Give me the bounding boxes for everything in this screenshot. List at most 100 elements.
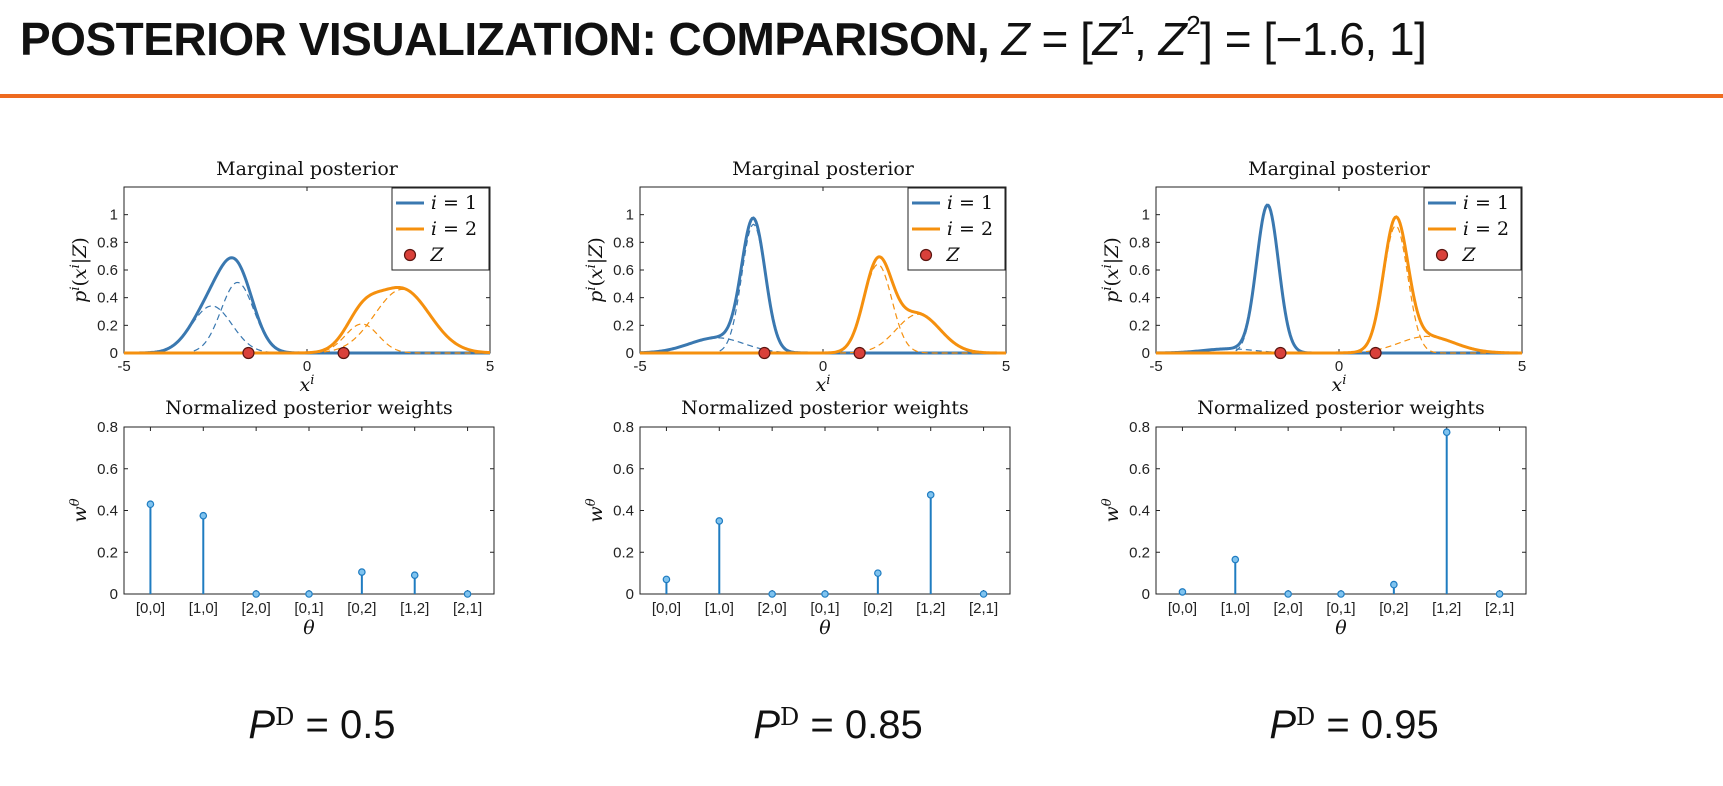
x-tick-label: [1,0] [189, 600, 218, 617]
y-tick-label: 0.2 [97, 544, 118, 561]
y-tick-label: 0.6 [1129, 262, 1150, 279]
y-tick-label: 0.8 [613, 234, 634, 251]
series-2-line [1156, 215, 1523, 355]
caption-value: = 0.5 [294, 703, 396, 747]
x-tick-label: 5 [1518, 358, 1526, 375]
y-tick-label: 0.2 [97, 317, 118, 334]
x-tick-label: [2,1] [1485, 600, 1514, 617]
x-axis-label: θ [1335, 617, 1347, 639]
comparison-panel-1: Marginal posterior 0 0.2 0.4 0.6 0.8 1 -5 0 5 xi pi… [62, 158, 582, 785]
x-tick-label: [0,0] [652, 600, 681, 617]
legend-label-i1: i = 1 [1463, 192, 1509, 214]
y-tick-label: 0.8 [1129, 419, 1150, 436]
weight-marker [252, 590, 260, 598]
weights-plot: Normalized posterior weights 0 0.2 0.4 0.6 0.… [584, 397, 1011, 639]
y-tick-label: 0 [110, 345, 118, 362]
x-axis-label: xi [300, 373, 315, 397]
panel-1-caption: PD = 0.5 [62, 703, 582, 748]
series-2-component [640, 313, 1007, 354]
y-tick-label: 0.4 [613, 503, 634, 520]
y-tick-label: 0.2 [1129, 544, 1150, 561]
caption-sup: D [275, 703, 295, 731]
plot-title: Normalized posterior weights [165, 397, 452, 419]
x-tick-label: [1,2] [916, 600, 945, 617]
x-tick-label: [0,2] [1379, 600, 1408, 617]
weight-marker [979, 590, 988, 598]
title-math-rest: ] = [−1.6, 1] [1200, 13, 1427, 65]
caption-value: = 0.85 [799, 703, 923, 747]
legend-marker-z [919, 248, 933, 262]
weight-marker [1337, 590, 1345, 598]
y-tick-label: 0.4 [1129, 290, 1150, 307]
x-tick-label: [2,0] [1274, 600, 1303, 617]
y-tick-label: 1 [110, 207, 118, 224]
x-axis-label: θ [303, 617, 315, 639]
legend-label-i1: i = 1 [947, 192, 993, 214]
y-tick-label: 0.6 [97, 461, 118, 478]
y-axis-label: pi(xi|Z) [68, 237, 92, 303]
title-math-eq: = [ [1029, 13, 1093, 65]
legend-label-i2: i = 2 [431, 218, 477, 240]
y-tick-label: 0.4 [97, 503, 118, 520]
y-tick-label: 0 [1142, 586, 1150, 603]
observation-marker [337, 346, 350, 360]
weight-marker [874, 569, 882, 577]
y-tick-label: 0.8 [613, 419, 634, 436]
y-axis-label: wθ [584, 498, 608, 522]
panel-3-caption: PD = 0.95 [1094, 703, 1614, 748]
title-math-z2: Z [1158, 13, 1187, 65]
x-tick-label: -5 [117, 358, 130, 375]
plot-title: Normalized posterior weights [1197, 397, 1484, 419]
comparison-panel-3: Marginal posterior 0 0.2 0.4 0.6 0.8 1 -5 0 5 xi pi… [1094, 158, 1614, 785]
y-tick-label: 0 [1142, 345, 1150, 362]
x-tick-label: 0 [303, 358, 311, 375]
observation-marker [1369, 346, 1382, 360]
weight-marker [463, 590, 472, 598]
y-tick-label: 0.4 [1129, 503, 1150, 520]
x-tick-label: [0,2] [863, 600, 892, 617]
legend-label-z: Z [1461, 244, 1476, 266]
plot-title: Marginal posterior [1248, 158, 1431, 180]
y-tick-label: 0.8 [97, 234, 118, 251]
title-math-z1: Z [1092, 13, 1121, 65]
weight-marker [768, 590, 776, 598]
weight-marker [1442, 428, 1451, 437]
plot-legend: i = 1 i = 2 Z [391, 187, 490, 271]
weight-marker [1284, 590, 1292, 598]
legend-label-i2: i = 2 [1463, 218, 1509, 240]
series-2-line [640, 255, 1007, 355]
series-1-line [124, 256, 490, 355]
weight-marker [1495, 590, 1504, 598]
weight-marker [1178, 588, 1187, 596]
title-math-comma: , [1134, 13, 1159, 65]
panel-2-caption: PD = 0.85 [578, 703, 1098, 748]
y-tick-label: 0.6 [97, 262, 118, 279]
x-tick-label: [1,2] [1432, 600, 1461, 617]
y-tick-label: 0 [110, 586, 118, 603]
y-tick-label: 0.8 [97, 419, 118, 436]
legend-marker-z [403, 248, 417, 262]
plot-legend: i = 1 i = 2 Z [1423, 187, 1522, 271]
y-tick-label: 0.6 [613, 461, 634, 478]
x-tick-label: [0,2] [347, 600, 376, 617]
x-tick-label: [1,2] [400, 600, 429, 617]
plot-frame [123, 426, 495, 595]
x-axis-label: θ [819, 617, 831, 639]
x-tick-label: [2,1] [453, 600, 482, 617]
y-axis-label: wθ [68, 498, 92, 522]
slide-title-math: Z = [Z1, Z2] = [−1.6, 1] [1001, 10, 1427, 65]
caption-p: P [1269, 703, 1296, 747]
slide-title-text: POSTERIOR VISUALIZATION: COMPARISON, [20, 13, 1002, 65]
legend-label-i2: i = 2 [947, 218, 993, 240]
x-tick-label: 5 [1002, 358, 1010, 375]
slide-header: POSTERIOR VISUALIZATION: COMPARISON, Z =… [0, 0, 1723, 98]
title-math-z: Z [1001, 13, 1030, 65]
x-axis-label: xi [816, 373, 831, 397]
comparison-panel-2: Marginal posterior 0 0.2 0.4 0.6 0.8 1 -5 0 5 xi pi… [578, 158, 1098, 785]
caption-p: P [753, 703, 780, 747]
plot-title: Normalized posterior weights [681, 397, 968, 419]
